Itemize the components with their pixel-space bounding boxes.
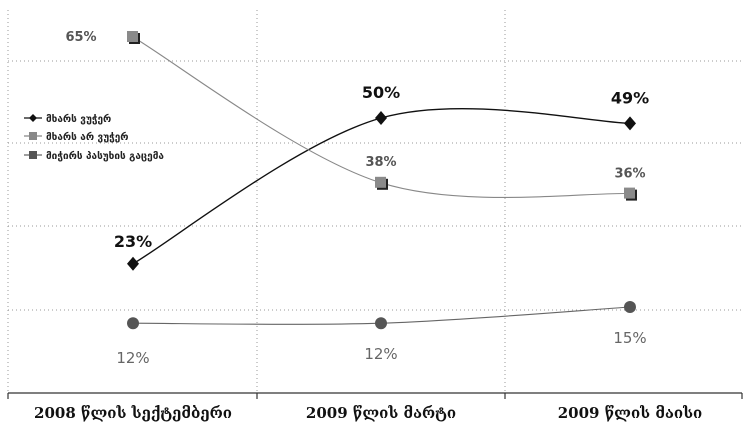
x-tick-label: 2008 წლის სექტემბერი — [34, 404, 232, 422]
data-label: 12% — [364, 345, 397, 363]
x-tick-label: 2009 წლის მარტი — [306, 404, 456, 422]
data-label: 65% — [65, 30, 96, 45]
data-label: 50% — [362, 83, 400, 102]
data-label: 23% — [114, 232, 152, 251]
data-label: 49% — [611, 88, 649, 107]
data-label: 36% — [614, 167, 645, 182]
data-label: 12% — [116, 349, 149, 367]
series-markers — [127, 31, 637, 330]
legend-label: მიჭირს პასუხის გაცემა — [46, 150, 164, 162]
data-point-diamond — [375, 111, 387, 125]
data-labels: 23% 50% 49% 65% 38% 36% 12% 12% 15% — [65, 30, 649, 367]
data-point-diamond — [127, 256, 139, 271]
x-tick-label: 2009 წლის მაისი — [558, 404, 703, 422]
category-labels: 2008 წლის სექტემბერი 2009 წლის მარტი 2009 … — [34, 404, 702, 422]
data-label: 15% — [613, 329, 646, 347]
data-point-square — [375, 176, 386, 188]
data-point-circle — [375, 317, 387, 330]
data-label: 38% — [365, 155, 396, 170]
data-point-circle — [127, 317, 139, 330]
data-point-diamond — [624, 116, 636, 131]
legend-label: მხარს ვუჭერ — [46, 113, 111, 125]
legend: მხარს ვუჭერ მხარს არ ვუჭერ მიჭირს პასუხის … — [24, 113, 164, 162]
data-point-circle — [624, 301, 636, 313]
legend-marker-square — [29, 132, 37, 140]
legend-marker-circle — [29, 151, 37, 159]
axes — [7, 392, 743, 399]
data-point-square — [624, 187, 635, 199]
legend-label: მხარს არ ვუჭერ — [46, 131, 129, 143]
data-point-square — [127, 31, 138, 42]
legend-marker-diamond — [29, 114, 37, 122]
